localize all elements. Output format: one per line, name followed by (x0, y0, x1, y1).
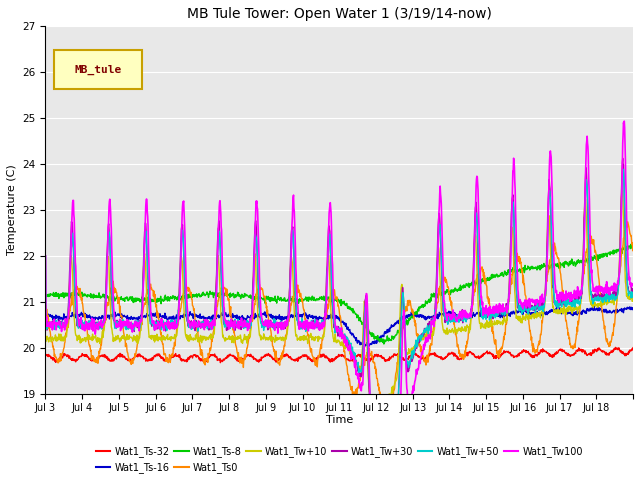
Wat1_Ts0 (42, 302, 49, 308)
Line: Wat1_Tw100: Wat1_Tw100 (45, 121, 633, 480)
Wat1_Ts-8 (313, 296, 321, 302)
Wat1_Ts-32 (478, 353, 486, 359)
Wat1_Tw+10 (313, 335, 321, 341)
Wat1_Ts-32 (134, 353, 141, 359)
Wat1_Tw+10 (42, 335, 49, 340)
Wat1_Ts-16 (564, 310, 572, 315)
Wat1_Tw+50 (42, 253, 49, 259)
Wat1_Ts-16 (360, 344, 368, 349)
Wat1_Ts-32 (612, 345, 620, 350)
Wat1_Tw+30 (134, 325, 141, 331)
Y-axis label: Temperature (C): Temperature (C) (7, 165, 17, 255)
Wat1_Ts-32 (629, 345, 637, 350)
Wat1_Tw100 (620, 118, 628, 124)
Wat1_Tw+10 (618, 185, 626, 191)
Text: MB_tule: MB_tule (75, 64, 122, 75)
Wat1_Tw+30 (42, 253, 49, 259)
Wat1_Tw+10 (564, 306, 572, 312)
Wat1_Tw+50 (629, 291, 637, 297)
Wat1_Ts-8 (478, 278, 486, 284)
Wat1_Ts-32 (314, 356, 321, 362)
Wat1_Tw+50 (620, 167, 627, 172)
Wat1_Ts-8 (627, 241, 635, 247)
Wat1_Tw100 (134, 324, 141, 329)
Line: Wat1_Ts-32: Wat1_Ts-32 (45, 348, 633, 363)
Wat1_Tw+50 (324, 251, 332, 256)
Wat1_Tw+30 (629, 286, 637, 292)
Wat1_Ts0 (134, 341, 141, 347)
Wat1_Tw+50 (478, 315, 486, 321)
Wat1_Tw100 (313, 317, 321, 323)
Wat1_Tw+50 (564, 300, 572, 306)
Wat1_Ts-8 (380, 341, 388, 347)
Wat1_Ts-8 (324, 294, 332, 300)
Wat1_Ts-8 (564, 263, 572, 269)
Wat1_Ts-32 (324, 356, 332, 361)
Wat1_Ts-16 (42, 312, 49, 318)
Wat1_Tw+10 (324, 252, 332, 257)
Wat1_Ts-16 (478, 308, 486, 314)
Wat1_Tw+30 (478, 309, 486, 314)
Wat1_Tw100 (564, 291, 572, 297)
Line: Wat1_Ts-16: Wat1_Ts-16 (45, 306, 633, 347)
Wat1_Ts0 (313, 360, 321, 365)
Wat1_Ts-16 (324, 313, 332, 319)
Wat1_Tw+50 (313, 324, 321, 330)
Wat1_Tw+50 (622, 254, 630, 260)
Line: Wat1_Tw+10: Wat1_Tw+10 (45, 188, 633, 410)
Wat1_Ts0 (381, 417, 388, 422)
Wat1_Ts-8 (42, 294, 49, 300)
Wat1_Ts-16 (629, 305, 637, 311)
Wat1_Tw+10 (134, 336, 141, 341)
Wat1_Tw+50 (378, 430, 386, 435)
Wat1_Ts-32 (564, 353, 572, 359)
Wat1_Tw+10 (374, 407, 381, 413)
Wat1_Ts-32 (622, 353, 630, 359)
Legend: Wat1_Ts-32, Wat1_Ts-16, Wat1_Ts-8, Wat1_Ts0, Wat1_Tw+10, Wat1_Tw+30, Wat1_Tw+50,: Wat1_Ts-32, Wat1_Ts-16, Wat1_Ts-8, Wat1_… (92, 443, 587, 477)
Wat1_Ts0 (624, 219, 632, 225)
Wat1_Ts0 (564, 330, 572, 336)
FancyBboxPatch shape (54, 50, 143, 89)
X-axis label: Time: Time (326, 415, 353, 425)
Wat1_Ts0 (622, 223, 630, 228)
Wat1_Tw+10 (629, 293, 637, 299)
Wat1_Tw100 (622, 190, 630, 195)
Line: Wat1_Tw+30: Wat1_Tw+30 (45, 158, 633, 445)
Wat1_Ts0 (629, 247, 637, 252)
Wat1_Tw+10 (622, 288, 630, 293)
Wat1_Tw100 (42, 253, 49, 259)
Wat1_Tw+50 (134, 318, 141, 324)
Line: Wat1_Tw+50: Wat1_Tw+50 (45, 169, 633, 432)
Wat1_Tw100 (478, 302, 486, 308)
Wat1_Tw+30 (313, 325, 321, 331)
Wat1_Tw+30 (564, 300, 572, 305)
Wat1_Ts-32 (42, 351, 49, 357)
Wat1_Tw+30 (619, 156, 627, 161)
Line: Wat1_Ts0: Wat1_Ts0 (45, 222, 633, 420)
Wat1_Ts-16 (590, 303, 598, 309)
Wat1_Ts-16 (134, 316, 141, 322)
Line: Wat1_Ts-8: Wat1_Ts-8 (45, 244, 633, 344)
Wat1_Tw100 (324, 252, 332, 258)
Wat1_Ts0 (478, 264, 486, 270)
Wat1_Ts-8 (622, 245, 630, 251)
Wat1_Ts-8 (629, 242, 637, 248)
Wat1_Tw+30 (378, 443, 385, 448)
Title: MB Tule Tower: Open Water 1 (3/19/14-now): MB Tule Tower: Open Water 1 (3/19/14-now… (187, 7, 492, 21)
Wat1_Tw+30 (324, 237, 332, 242)
Wat1_Tw+10 (478, 324, 486, 330)
Wat1_Ts-8 (134, 298, 141, 303)
Wat1_Ts-32 (216, 360, 224, 366)
Wat1_Tw+30 (622, 260, 630, 266)
Wat1_Ts-16 (313, 315, 321, 321)
Wat1_Tw100 (629, 283, 637, 288)
Wat1_Ts-16 (622, 305, 630, 311)
Wat1_Ts0 (324, 306, 332, 312)
